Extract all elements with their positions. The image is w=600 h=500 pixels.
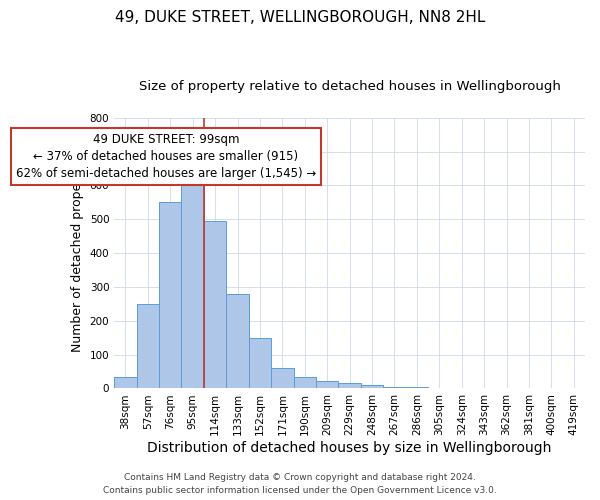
Bar — [383, 387, 406, 388]
Bar — [159, 202, 181, 388]
Title: Size of property relative to detached houses in Wellingborough: Size of property relative to detached ho… — [139, 80, 560, 93]
Bar — [226, 294, 249, 388]
Text: 49, DUKE STREET, WELLINGBOROUGH, NN8 2HL: 49, DUKE STREET, WELLINGBOROUGH, NN8 2HL — [115, 10, 485, 25]
Bar — [338, 384, 361, 388]
Bar — [361, 385, 383, 388]
X-axis label: Distribution of detached houses by size in Wellingborough: Distribution of detached houses by size … — [148, 441, 552, 455]
Text: Contains HM Land Registry data © Crown copyright and database right 2024.
Contai: Contains HM Land Registry data © Crown c… — [103, 474, 497, 495]
Text: 49 DUKE STREET: 99sqm
← 37% of detached houses are smaller (915)
62% of semi-det: 49 DUKE STREET: 99sqm ← 37% of detached … — [16, 133, 316, 180]
Bar — [181, 182, 204, 388]
Bar — [137, 304, 159, 388]
Bar — [204, 221, 226, 388]
Y-axis label: Number of detached properties: Number of detached properties — [71, 154, 84, 352]
Bar — [249, 338, 271, 388]
Bar — [316, 381, 338, 388]
Bar — [271, 368, 293, 388]
Bar — [114, 376, 137, 388]
Bar — [293, 376, 316, 388]
